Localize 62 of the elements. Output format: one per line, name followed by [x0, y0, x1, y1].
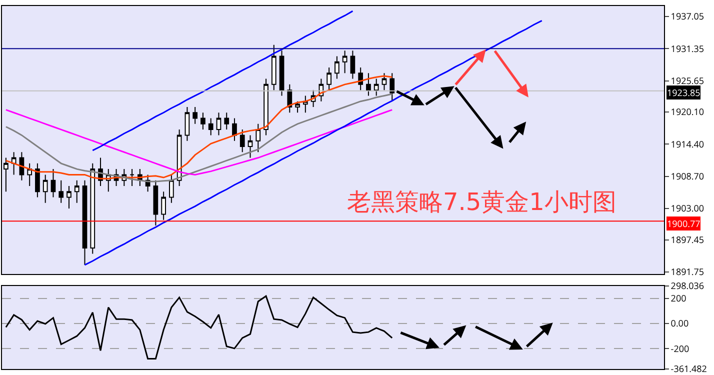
candlestick	[130, 168, 134, 186]
y-tick-label: 1891.75	[670, 265, 704, 278]
line-series	[92, 10, 354, 152]
candlestick	[302, 95, 308, 114]
y-tick-label: 1931.35	[670, 42, 704, 55]
candlestick	[366, 72, 371, 96]
candlestick	[248, 134, 253, 158]
annotation: 老黑策略7.5黄金1小时图	[347, 188, 616, 216]
candlestick	[66, 185, 72, 210]
candlestick	[208, 118, 214, 136]
candlestick	[326, 67, 332, 91]
y-tick-label: 1908.70	[670, 170, 704, 183]
candlestick	[232, 118, 237, 142]
candlestick	[161, 191, 166, 220]
candlestick	[169, 174, 174, 204]
candlestick	[4, 157, 8, 192]
candlestick	[256, 123, 261, 153]
candlestick	[82, 180, 88, 266]
line-series	[84, 20, 543, 266]
candlestick	[224, 112, 230, 130]
line-series	[5, 75, 393, 180]
y-tick-label: -200	[670, 342, 690, 355]
y-tick-label: 200	[670, 291, 686, 304]
candlestick	[382, 72, 387, 91]
candlestick	[342, 50, 348, 74]
candlestick	[58, 180, 64, 204]
candlestick	[176, 129, 182, 186]
candlestick	[271, 44, 276, 91]
candlestick	[295, 100, 300, 114]
candlestick	[216, 112, 222, 136]
candlestick	[90, 162, 96, 254]
candlestick	[35, 162, 40, 198]
y-tick-label: 0.00	[670, 316, 689, 330]
line-series	[5, 109, 393, 176]
candlestick	[374, 78, 379, 96]
y-tick-label: 1903.00	[670, 202, 704, 215]
line-series	[5, 93, 393, 182]
candlestick	[350, 50, 356, 80]
candlestick	[153, 180, 158, 226]
candlestick	[27, 162, 32, 186]
y-tick-label: 1897.45	[670, 233, 704, 246]
y-tick-label: 1925.65	[670, 74, 704, 87]
ref-line-label: 1923.85	[667, 86, 700, 99]
candlestick	[42, 174, 48, 204]
candlestick	[11, 152, 16, 176]
line-series	[5, 295, 393, 360]
candlestick	[74, 180, 80, 204]
candlestick	[264, 78, 268, 136]
candlestick	[334, 56, 340, 80]
candlestick	[200, 112, 206, 130]
candlestick	[184, 106, 190, 142]
candlestick	[279, 50, 284, 96]
ref-line-label: 1900.77	[667, 217, 700, 230]
y-tick-label: 298.036	[670, 279, 704, 292]
y-tick-label: 1937.05	[670, 10, 704, 23]
candlestick	[390, 72, 395, 102]
y-tick-label: 1914.40	[670, 137, 704, 150]
y-tick-label: -361.482	[670, 362, 707, 375]
candlestick	[50, 168, 56, 198]
candlestick	[192, 106, 198, 124]
candlestick	[240, 129, 245, 153]
y-tick-label: 1920.10	[670, 105, 704, 118]
